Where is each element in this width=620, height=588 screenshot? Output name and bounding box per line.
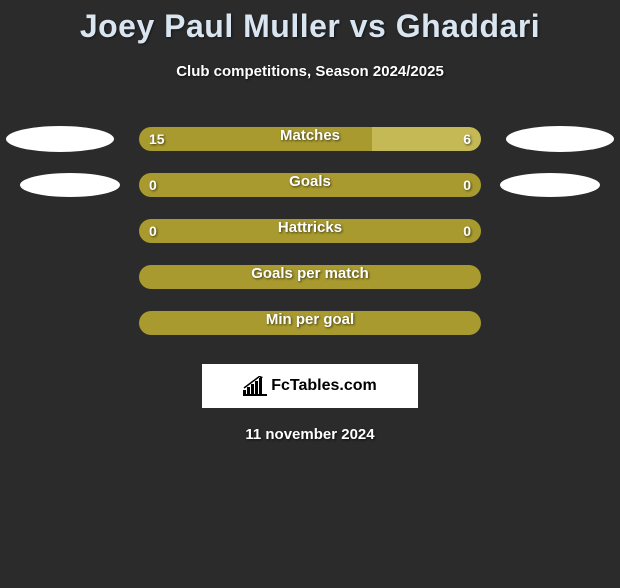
logo-box: FcTables.com: [202, 364, 418, 408]
bar-left-segment: 15: [139, 127, 372, 151]
player-right-ellipse: [506, 126, 614, 152]
stat-bar: Goals per match: [139, 265, 481, 289]
bar-right-segment: 0: [310, 173, 481, 197]
stat-row: 00Hattricks: [0, 208, 620, 254]
stat-row: Min per goal: [0, 300, 620, 346]
bar-left-segment: 0: [139, 219, 310, 243]
stat-row: 00Goals: [0, 162, 620, 208]
subtitle: Club competitions, Season 2024/2025: [0, 63, 620, 80]
stat-row: 156Matches: [0, 116, 620, 162]
player-left-ellipse: [20, 173, 120, 197]
bar-right-segment: 6: [372, 127, 481, 151]
comparison-chart: 156Matches00Goals00HattricksGoals per ma…: [0, 116, 620, 346]
page-title: Joey Paul Muller vs Ghaddari: [0, 8, 620, 45]
bar-left-segment: 0: [139, 173, 310, 197]
left-value: 0: [149, 223, 157, 239]
stat-bar: 156Matches: [139, 127, 481, 151]
bar-full: [139, 265, 481, 289]
right-value: 0: [463, 223, 471, 239]
bar-right-segment: 0: [310, 219, 481, 243]
stat-bar: Min per goal: [139, 311, 481, 335]
player-left-ellipse: [6, 126, 114, 152]
right-value: 0: [463, 177, 471, 193]
left-value: 0: [149, 177, 157, 193]
date-text: 11 november 2024: [0, 426, 620, 443]
stat-bar: 00Goals: [139, 173, 481, 197]
right-value: 6: [463, 131, 471, 147]
bar-full: [139, 311, 481, 335]
stat-bar: 00Hattricks: [139, 219, 481, 243]
bar-chart-icon: [243, 376, 267, 396]
logo-text: FcTables.com: [271, 377, 377, 395]
stat-row: Goals per match: [0, 254, 620, 300]
left-value: 15: [149, 131, 165, 147]
player-right-ellipse: [500, 173, 600, 197]
